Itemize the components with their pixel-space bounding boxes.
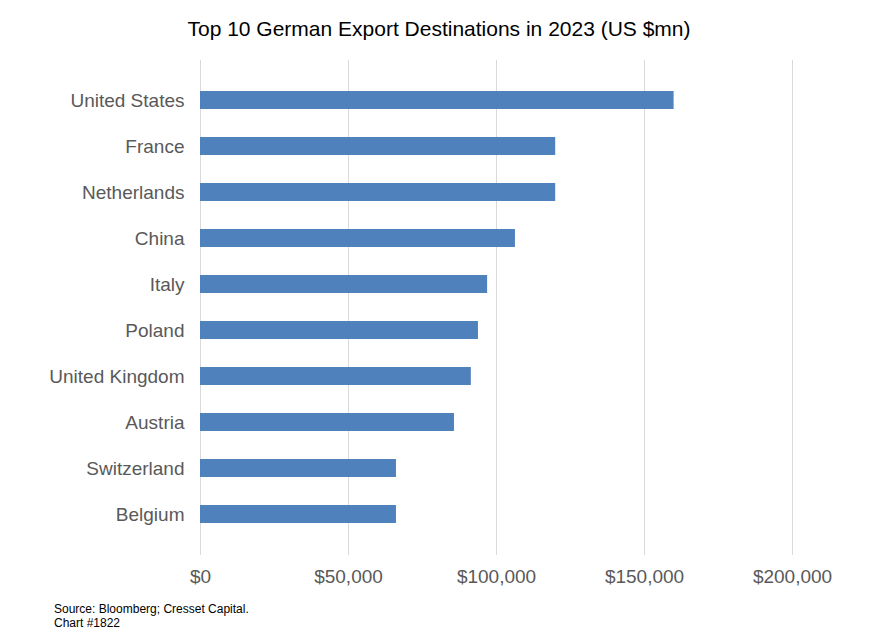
svg-text:$200,000: $200,000 [753,566,832,587]
svg-text:Italy: Italy [150,274,185,295]
svg-text:France: France [125,136,184,157]
svg-text:Poland: Poland [125,320,184,341]
svg-text:Belgium: Belgium [116,504,185,525]
html-text:Top 10 German Export Destinati: Top 10 German Export Destinations in 202… [187,17,691,40]
svg-text:$50,000: $50,000 [314,566,383,587]
svg-text:$100,000: $100,000 [457,566,536,587]
svg-text:United Kingdom: United Kingdom [49,366,184,387]
svg-text:Netherlands: Netherlands [82,182,184,203]
svg-text:China: China [135,228,185,249]
html-text:Source: Bloomberg; Cresset Cap: Source: Bloomberg; Cresset Capital. [54,602,249,616]
svg-text:United States: United States [70,90,184,111]
svg-text:Switzerland: Switzerland [86,458,184,479]
html-text:Chart #1822: Chart #1822 [54,616,120,630]
svg-text:Austria: Austria [125,412,185,433]
svg-text:$150,000: $150,000 [605,566,684,587]
svg-text:$0: $0 [190,566,211,587]
